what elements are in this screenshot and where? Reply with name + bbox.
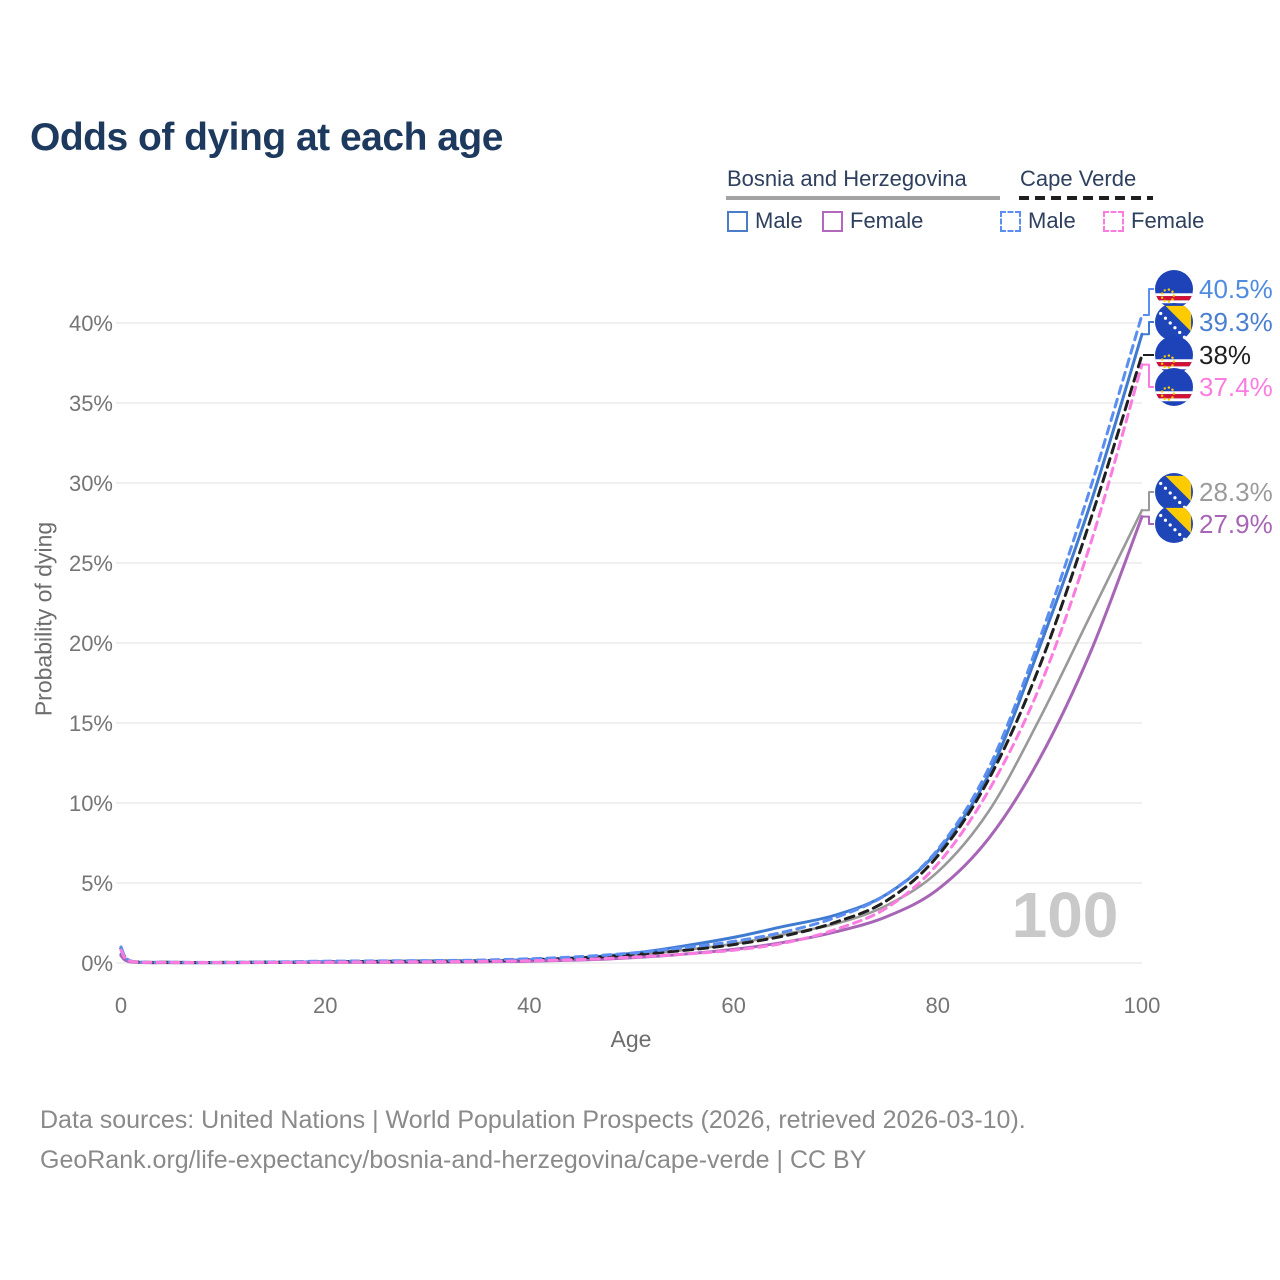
end-label-cv_all: 38% bbox=[1155, 336, 1251, 374]
end-label-value-bih_female: 27.9% bbox=[1199, 508, 1273, 539]
cape-verde-flag-icon bbox=[1155, 368, 1193, 406]
legend-item-bosnia-male[interactable]: Male bbox=[727, 208, 803, 234]
end-label-connector-cv_male bbox=[1143, 288, 1154, 316]
y-tick-5%: 5% bbox=[81, 871, 113, 896]
series-line-cv_male[interactable] bbox=[119, 313, 1144, 964]
legend-swatch-cape-verde-female-icon bbox=[1103, 210, 1124, 232]
series-line-bih_all[interactable] bbox=[119, 508, 1144, 964]
y-tick-20%: 20% bbox=[69, 631, 113, 656]
x-tick-80: 80 bbox=[926, 993, 950, 1018]
y-tick-30%: 30% bbox=[69, 471, 113, 496]
footer-attribution: GeoRank.org/life-expectancy/bosnia-and-h… bbox=[40, 1146, 867, 1174]
legend-label-cape-verde-female: Female bbox=[1131, 208, 1205, 233]
end-label-value-bih_male: 39.3% bbox=[1199, 306, 1273, 337]
series-line-bih_female[interactable] bbox=[119, 515, 1144, 965]
y-tick-15%: 15% bbox=[69, 711, 113, 736]
bosnia-and-herzegovina-flag-icon bbox=[1155, 473, 1193, 511]
end-label-bih_male: 39.3% bbox=[1155, 303, 1273, 341]
series-line-bih_male[interactable] bbox=[119, 332, 1144, 965]
end-label-value-cv_male: 40.5% bbox=[1199, 273, 1273, 304]
legend-line-sample-bosnia-and-herzegovina bbox=[726, 196, 1000, 200]
end-label-connector-cv_female bbox=[1143, 363, 1154, 388]
legend-item-bosnia-female[interactable]: Female bbox=[822, 208, 923, 234]
y-tick-25%: 25% bbox=[69, 551, 113, 576]
x-tick-0: 0 bbox=[115, 993, 127, 1018]
end-label-bih_female: 27.9% bbox=[1155, 505, 1273, 543]
y-tick-35%: 35% bbox=[69, 391, 113, 416]
end-label-connector-bih_all bbox=[1143, 491, 1154, 512]
age-watermark: 100 bbox=[1011, 879, 1119, 951]
legend-swatch-cape-verde-male-icon bbox=[1000, 210, 1021, 232]
end-label-connector-bih_female bbox=[1143, 515, 1154, 525]
y-tick-10%: 10% bbox=[69, 791, 113, 816]
end-label-cv_male: 40.5% bbox=[1155, 270, 1273, 308]
legend-label-bosnia-male: Male bbox=[755, 208, 803, 233]
end-label-cv_female: 37.4% bbox=[1155, 368, 1273, 406]
legend-country-bosnia-and-herzegovina[interactable]: Bosnia and Herzegovina bbox=[727, 166, 967, 191]
end-label-value-cv_all: 38% bbox=[1199, 339, 1252, 370]
x-tick-40: 40 bbox=[517, 993, 541, 1018]
end-label-value-cv_female: 37.4% bbox=[1199, 371, 1273, 402]
legend-swatch-bosnia-female-icon bbox=[822, 210, 843, 232]
legend-country-cape-verde[interactable]: Cape Verde bbox=[1020, 166, 1137, 191]
legend-item-cape-verde-male[interactable]: Male bbox=[1000, 208, 1076, 234]
cape-verde-flag-icon bbox=[1155, 336, 1193, 374]
x-tick-20: 20 bbox=[313, 993, 337, 1018]
footer-data-sources: Data sources: United Nations | World Pop… bbox=[40, 1106, 1026, 1134]
page-title: Odds of dying at each age bbox=[30, 116, 503, 160]
bosnia-and-herzegovina-flag-icon bbox=[1155, 505, 1193, 543]
series-line-cv_all[interactable] bbox=[119, 353, 1144, 964]
x-axis-title: Age bbox=[610, 1026, 652, 1052]
end-label-value-bih_all: 28.3% bbox=[1199, 476, 1273, 507]
y-tick-0%: 0% bbox=[81, 951, 113, 976]
series-line-cv_female[interactable] bbox=[119, 363, 1144, 964]
end-label-connector-bih_male bbox=[1143, 321, 1154, 336]
cape-verde-flag-icon bbox=[1155, 270, 1193, 308]
legend-line-sample-cape-verde bbox=[1019, 196, 1153, 200]
x-tick-100: 100 bbox=[1124, 993, 1161, 1018]
legend-label-bosnia-female: Female bbox=[850, 208, 924, 233]
legend-label-cape-verde-male: Male bbox=[1028, 208, 1076, 233]
y-axis-title: Probability of dying bbox=[30, 521, 57, 717]
y-tick-40%: 40% bbox=[69, 311, 113, 336]
bosnia-and-herzegovina-flag-icon bbox=[1155, 303, 1193, 341]
end-label-bih_all: 28.3% bbox=[1155, 473, 1273, 511]
x-tick-60: 60 bbox=[721, 993, 745, 1018]
legend-item-cape-verde-female[interactable]: Female bbox=[1103, 208, 1204, 234]
legend-swatch-bosnia-male-icon bbox=[727, 210, 748, 232]
